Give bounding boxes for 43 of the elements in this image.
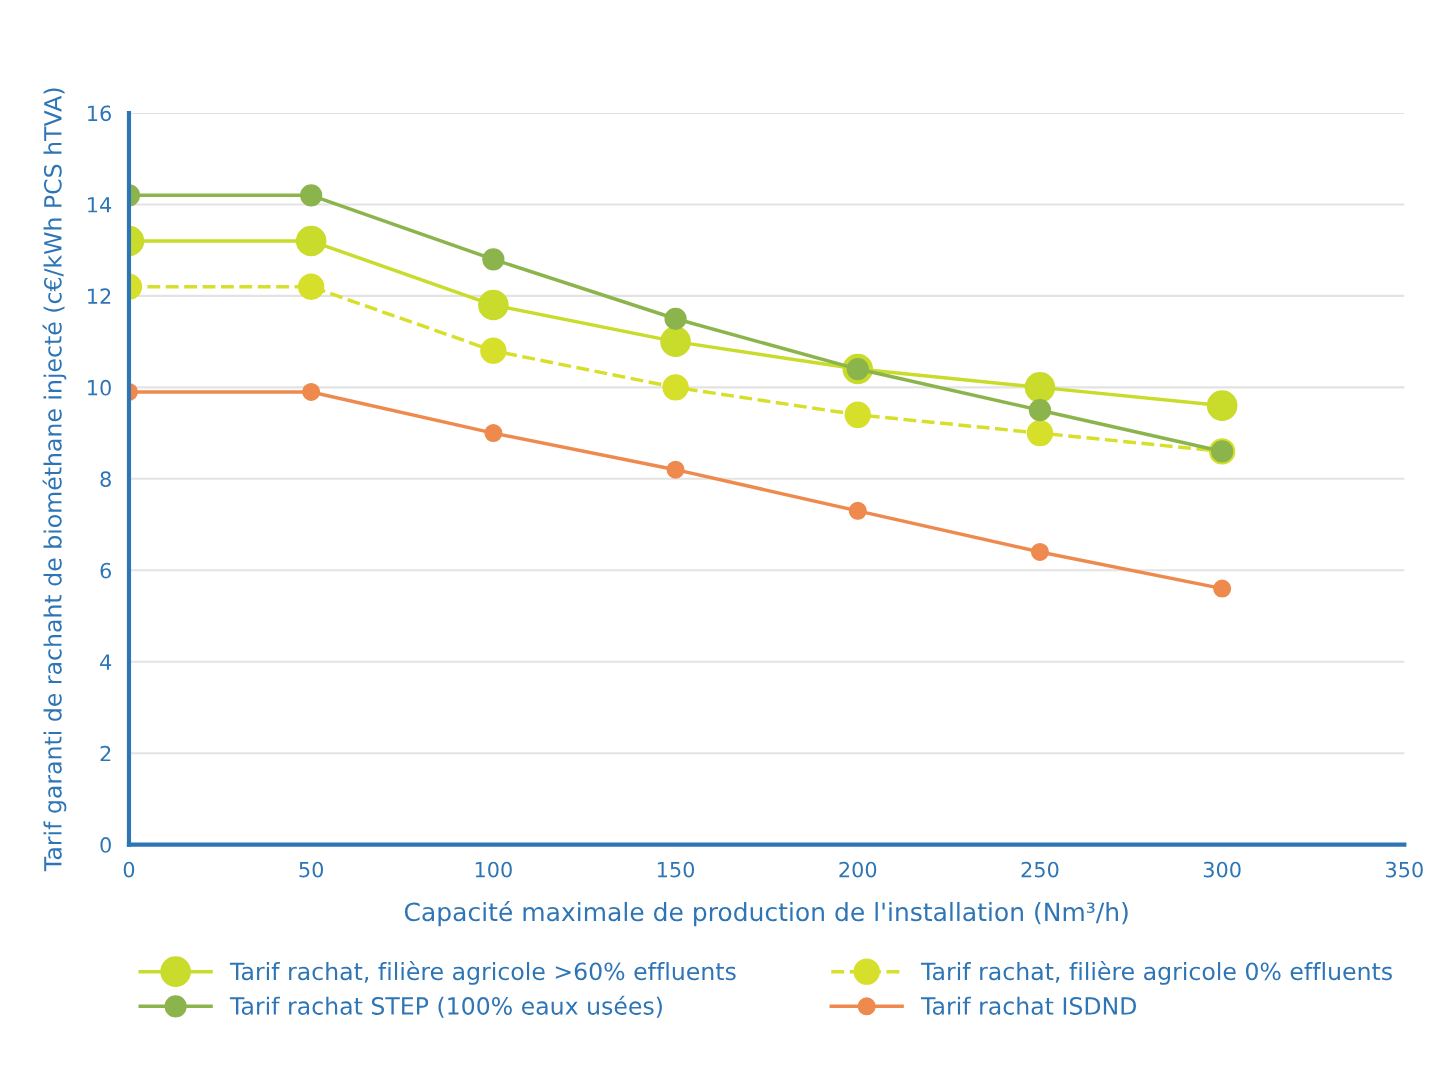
- x-tick-label: 100: [475, 861, 512, 878]
- point: [1206, 390, 1238, 421]
- legend-label: Tarif rachat STEP (100% eaux usées): [229, 995, 662, 1018]
- y-tick-label: 16: [88, 105, 111, 122]
- x-tick-label: 50: [299, 861, 324, 878]
- point: [1024, 372, 1056, 403]
- y-tick-label: 2: [100, 745, 111, 762]
- y-tick-label: 4: [100, 654, 112, 670]
- point: [660, 326, 691, 357]
- y-tick-label: 10: [88, 379, 111, 396]
- point: [302, 382, 321, 401]
- point: [1026, 419, 1054, 447]
- x-tick-label: 300: [1203, 861, 1241, 878]
- legend-label: Tarif rachat ISDND: [920, 996, 1137, 1015]
- point: [297, 273, 325, 300]
- x-tick-label: 150: [657, 861, 695, 878]
- y-tick-label: 0: [100, 837, 111, 853]
- y-axis-title: Tarif garanti de rachaht de biométhane injecté (c€/kWh PCS hTVA): [42, 88, 67, 872]
- x-tick-label: 250: [1021, 861, 1059, 878]
- point: [662, 374, 689, 401]
- x-tick-label: 0: [123, 861, 135, 878]
- point: [300, 184, 323, 207]
- point: [1030, 542, 1049, 562]
- point: [478, 289, 509, 321]
- x-tick-label: 200: [839, 861, 877, 878]
- point: [844, 401, 871, 428]
- x-axis-title: Capacité maximale de production de l'installation (Nm³/h): [404, 900, 1128, 927]
- legend-label: Tarif rachat, filière agricole 0% effluents: [920, 961, 1392, 985]
- point: [480, 337, 507, 364]
- point: [1213, 579, 1232, 598]
- x-tick-label: 350: [1386, 861, 1423, 878]
- point: [295, 225, 327, 257]
- y-tick-label: 8: [100, 471, 111, 488]
- point: [1028, 399, 1052, 422]
- point: [664, 307, 687, 330]
- legend-label: Tarif rachat, filière agricole >60% effluents: [229, 961, 736, 985]
- point: [484, 424, 503, 443]
- point: [482, 248, 505, 271]
- point: [848, 501, 867, 520]
- y-tick-label: 6: [100, 562, 111, 579]
- point: [666, 460, 685, 479]
- y-tick-label: 12: [88, 288, 111, 304]
- y-tick-label: 14: [88, 197, 112, 213]
